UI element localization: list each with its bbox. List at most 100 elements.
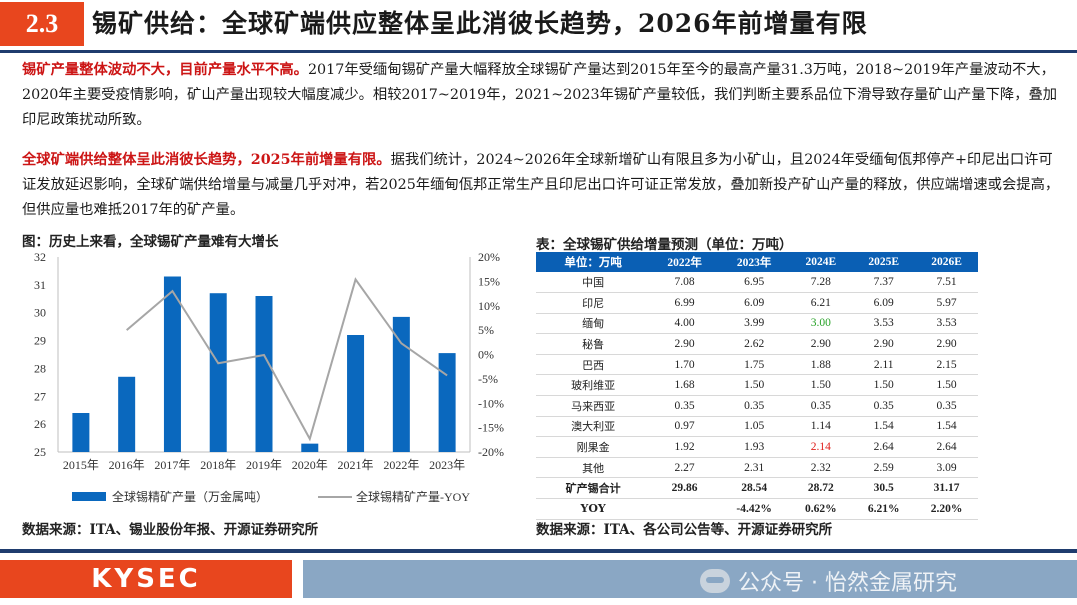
table-row-yoy: YOY -4.42% 0.62% 6.21% 2.20% bbox=[536, 498, 978, 520]
y-right-tick-label: 0% bbox=[478, 348, 494, 362]
table-source: 数据来源：ITA、各公司公告等、开源证券研究所 bbox=[536, 522, 833, 538]
row-name: 玻利维亚 bbox=[536, 374, 651, 397]
table-cell: 6.09 bbox=[852, 292, 916, 314]
bar bbox=[163, 276, 181, 452]
table-cell: 1.93 bbox=[718, 436, 790, 458]
table-cell: 3.53 bbox=[852, 313, 916, 335]
table-cell: 2.15 bbox=[915, 354, 978, 376]
x-tick-label: 2020年 bbox=[292, 458, 328, 472]
table-cell: 7.08 bbox=[650, 272, 719, 294]
table-cell: 0.62% bbox=[789, 498, 853, 520]
legend-label: 全球锡精矿产量-YOY bbox=[356, 489, 470, 504]
row-name: 缅甸 bbox=[536, 313, 651, 335]
table-cell: 28.54 bbox=[718, 477, 790, 500]
watermark: 公众号 · 怡然金属研究 bbox=[700, 565, 957, 597]
figure-source: 数据来源：ITA、锡业股份年报、开源证券研究所 bbox=[22, 522, 319, 538]
table-cell-highlight-red: 2.14 bbox=[789, 436, 853, 458]
table-cell: 4.00 bbox=[650, 313, 719, 335]
paragraph-supply: 全球矿端供给整体呈此消彼长趋势，2025年前增量有限。据我们统计，2024~20… bbox=[22, 148, 1062, 223]
bar bbox=[209, 293, 227, 452]
y-right-tick-label: -10% bbox=[478, 396, 504, 410]
paragraph-body: 据我们统计，2024~2026年全球新增矿山有限且多为小矿山，且2024年受缅甸… bbox=[22, 152, 1060, 218]
paragraph-body: 2017年受缅甸锡矿产量大幅释放全球锡矿产量达到2015年至今的最高产量31.3… bbox=[22, 62, 1058, 128]
table-header-cell: 2023年 bbox=[718, 252, 790, 272]
table-cell: 3.53 bbox=[915, 313, 978, 335]
table-row: 刚果金 1.92 1.93 2.14 2.64 2.64 bbox=[536, 436, 978, 458]
table-cell: 1.70 bbox=[650, 354, 719, 376]
y-right-tick-label: 20% bbox=[478, 250, 500, 264]
table-header-cell: 单位：万吨 bbox=[536, 252, 651, 272]
y-right-tick-label: -20% bbox=[478, 445, 504, 459]
row-name: 巴西 bbox=[536, 354, 651, 376]
y-left-tick-label: 27 bbox=[34, 389, 46, 403]
table-cell: 2.90 bbox=[789, 333, 853, 355]
table-cell: 2.27 bbox=[650, 457, 719, 479]
y-left-tick-label: 25 bbox=[34, 445, 46, 459]
paragraph-production: 锡矿产量整体波动不大，目前产量水平不高。2017年受缅甸锡矿产量大幅释放全球锡矿… bbox=[22, 58, 1062, 133]
table-cell: 2.31 bbox=[718, 457, 790, 479]
row-name: 印尼 bbox=[536, 292, 651, 314]
row-name: YOY bbox=[536, 498, 651, 520]
table-row: 其他 2.27 2.31 2.32 2.59 3.09 bbox=[536, 457, 978, 479]
table-cell: 1.14 bbox=[789, 416, 853, 438]
x-tick-label: 2022年 bbox=[383, 458, 419, 472]
footer-bar bbox=[303, 560, 1077, 598]
y-left-tick-label: 31 bbox=[34, 278, 46, 292]
table-cell: 1.50 bbox=[718, 374, 790, 397]
table-cell: 3.99 bbox=[718, 313, 790, 335]
table-row: 巴西 1.70 1.75 1.88 2.11 2.15 bbox=[536, 354, 978, 376]
table-cell: 2.62 bbox=[718, 333, 790, 355]
table-cell: 5.97 bbox=[915, 292, 978, 314]
table-cell: 1.88 bbox=[789, 354, 853, 376]
x-tick-label: 2015年 bbox=[63, 458, 99, 472]
row-name: 其他 bbox=[536, 457, 651, 479]
table-cell: 2.90 bbox=[852, 333, 916, 355]
bar bbox=[301, 443, 319, 452]
table-cell: 1.50 bbox=[789, 374, 853, 397]
watermark-text: 公众号 · 怡然金属研究 bbox=[738, 571, 957, 596]
y-right-tick-label: -5% bbox=[478, 372, 498, 386]
table-cell: 0.35 bbox=[718, 395, 790, 417]
y-left-tick-label: 29 bbox=[34, 334, 46, 348]
table-cell-highlight-green: 3.00 bbox=[789, 313, 853, 335]
row-name: 中国 bbox=[536, 272, 651, 294]
table-cell: 1.54 bbox=[915, 416, 978, 438]
table-cell: 2.11 bbox=[852, 354, 916, 376]
table-cell: 28.72 bbox=[789, 477, 853, 500]
table-cell: 2.64 bbox=[852, 436, 916, 458]
table-cell: 1.75 bbox=[718, 354, 790, 376]
row-name: 澳大利亚 bbox=[536, 416, 651, 438]
page-title: 锡矿供给：全球矿端供应整体呈此消彼长趋势，2026年前增量有限 bbox=[92, 9, 868, 38]
bar bbox=[118, 376, 136, 452]
table-cell: 0.97 bbox=[650, 416, 719, 438]
table-cell: 0.35 bbox=[789, 395, 853, 417]
table-cell: 1.05 bbox=[718, 416, 790, 438]
y-right-tick-label: 5% bbox=[478, 323, 494, 337]
table-cell: 0.35 bbox=[915, 395, 978, 417]
kysec-logo: KYSEC bbox=[0, 560, 292, 598]
row-name: 矿产锡合计 bbox=[536, 477, 651, 500]
table-row: 缅甸 4.00 3.99 3.00 3.53 3.53 bbox=[536, 313, 978, 335]
production-chart: 25 26 27 28 29 30 31 32 -20% -15% -10% -5% 0% 5% 10% 15… bbox=[34, 250, 504, 504]
paragraph-lead: 全球矿端供给整体呈此消彼长趋势，2025年前增量有限。 bbox=[22, 152, 391, 168]
table-cell: 2.32 bbox=[789, 457, 853, 479]
x-tick-label: 2017年 bbox=[154, 458, 190, 472]
x-tick-label: 2023年 bbox=[429, 458, 465, 472]
table-cell: 1.50 bbox=[852, 374, 916, 397]
table-row: 秘鲁 2.90 2.62 2.90 2.90 2.90 bbox=[536, 333, 978, 355]
table-cell: 7.37 bbox=[852, 272, 916, 294]
table-cell bbox=[650, 498, 719, 520]
table-row: 中国 7.08 6.95 7.28 7.37 7.51 bbox=[536, 272, 978, 294]
table-row: 玻利维亚 1.68 1.50 1.50 1.50 1.50 bbox=[536, 374, 978, 397]
table-cell: 2.59 bbox=[852, 457, 916, 479]
y-right-tick-label: -15% bbox=[478, 421, 504, 435]
table-row-total: 矿产锡合计 29.86 28.54 28.72 30.5 31.17 bbox=[536, 477, 978, 500]
footer-divider bbox=[0, 549, 1077, 553]
section-number: 2.3 bbox=[0, 2, 84, 46]
wechat-icon bbox=[700, 569, 730, 593]
table-cell: 2.90 bbox=[915, 333, 978, 355]
bar bbox=[347, 335, 365, 452]
table-cell: -4.42% bbox=[718, 498, 790, 520]
y-left-tick-label: 30 bbox=[34, 306, 46, 320]
table-cell: 2.64 bbox=[915, 436, 978, 458]
